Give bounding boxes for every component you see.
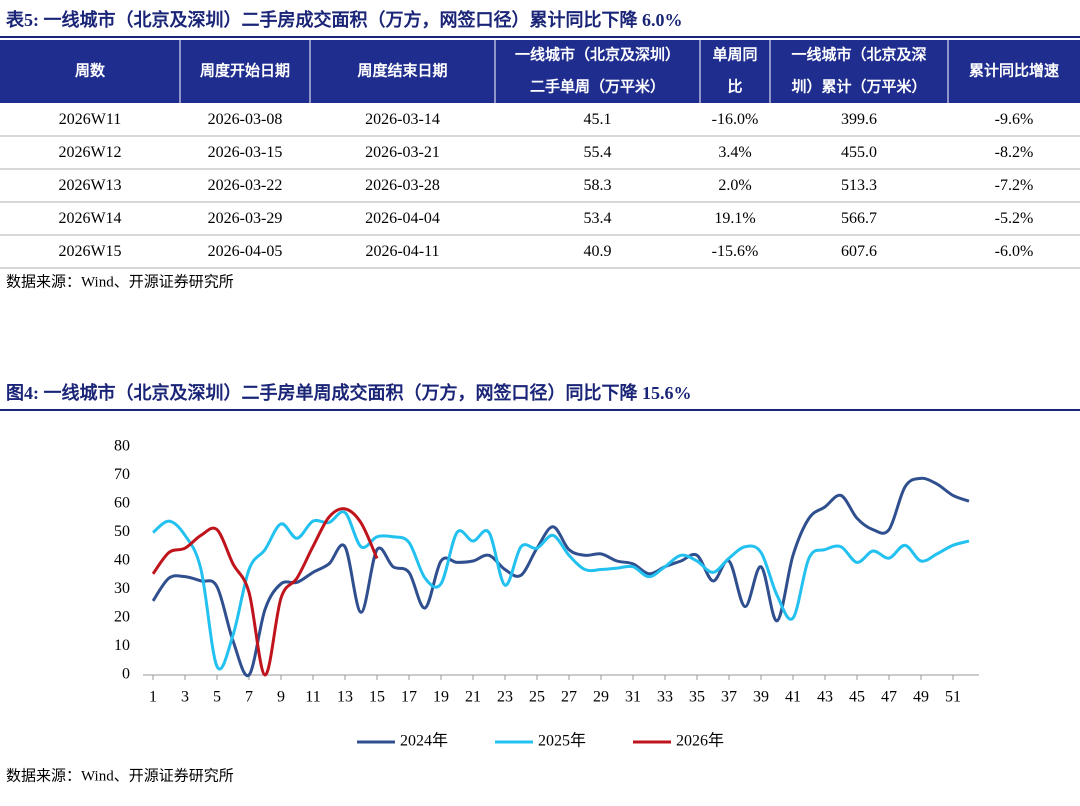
x-tick-label: 43 bbox=[817, 689, 833, 706]
legend-label: 2025年 bbox=[538, 732, 586, 750]
x-tick-label: 5 bbox=[213, 689, 221, 706]
table-cell: -5.2% bbox=[995, 210, 1034, 227]
y-tick-label: 60 bbox=[114, 495, 130, 512]
table-cell: -9.6% bbox=[995, 111, 1034, 128]
table-cell: 2026-04-05 bbox=[208, 243, 283, 260]
x-tick-label: 31 bbox=[625, 689, 641, 706]
table-cell: 2026-03-21 bbox=[365, 144, 440, 161]
x-tick-label: 41 bbox=[785, 689, 801, 706]
chart-title: 图4: 一线城市（北京及深圳）二手房单周成交面积（万方，网签口径）同比下降 15… bbox=[6, 382, 692, 403]
table-cell: -8.2% bbox=[995, 144, 1034, 161]
x-tick-label: 17 bbox=[401, 689, 417, 706]
x-tick-label: 19 bbox=[433, 689, 449, 706]
y-tick-label: 70 bbox=[114, 466, 130, 483]
header-cell: 周度结束日期 bbox=[357, 62, 447, 80]
x-tick-label: 37 bbox=[721, 689, 737, 706]
table-cell: 2026W14 bbox=[58, 210, 121, 227]
table-cell: 45.1 bbox=[584, 111, 612, 128]
x-tick-label: 25 bbox=[529, 689, 545, 706]
x-tick-label: 7 bbox=[245, 689, 253, 706]
x-tick-label: 49 bbox=[913, 689, 929, 706]
table-cell: 2026-03-15 bbox=[208, 144, 283, 161]
x-tick-label: 1 bbox=[149, 689, 157, 706]
y-tick-label: 40 bbox=[114, 552, 130, 569]
x-tick-label: 21 bbox=[465, 689, 481, 706]
x-tick-label: 51 bbox=[945, 689, 961, 706]
x-tick-label: 33 bbox=[657, 689, 673, 706]
table-cell: 2026-03-29 bbox=[208, 210, 283, 227]
table-cell: -6.0% bbox=[995, 243, 1034, 260]
table-source: 数据来源：Wind、开源证券研究所 bbox=[6, 273, 234, 290]
series-line bbox=[151, 507, 379, 677]
x-tick-label: 15 bbox=[369, 689, 385, 706]
x-tick-label: 13 bbox=[337, 689, 353, 706]
table-cell: -7.2% bbox=[995, 177, 1034, 194]
x-tick-label: 9 bbox=[277, 689, 285, 706]
header-cell: 周度开始日期 bbox=[200, 62, 290, 80]
x-tick-label: 29 bbox=[593, 689, 609, 706]
header-cell: 比 bbox=[727, 78, 742, 96]
series-line bbox=[152, 510, 970, 671]
x-tick-label: 3 bbox=[181, 689, 189, 706]
table-cell: 513.3 bbox=[841, 177, 877, 194]
x-tick-label: 11 bbox=[305, 689, 320, 706]
x-tick-label: 35 bbox=[689, 689, 705, 706]
header-cell: 圳）累计（万平米） bbox=[791, 78, 926, 96]
table-cell: 19.1% bbox=[714, 210, 755, 227]
header-cell: 单周同 bbox=[712, 46, 757, 64]
legend-label: 2024年 bbox=[400, 732, 448, 750]
legend-label: 2026年 bbox=[676, 732, 724, 750]
header-cell: 二手单周（万平米） bbox=[530, 78, 665, 96]
header-cell: 周数 bbox=[75, 62, 106, 80]
table-cell: 40.9 bbox=[584, 243, 612, 260]
table-cell: -16.0% bbox=[712, 111, 759, 128]
table-cell: 399.6 bbox=[841, 111, 877, 128]
table-cell: -15.6% bbox=[712, 243, 759, 260]
table-cell: 55.4 bbox=[584, 144, 612, 161]
y-tick-label: 0 bbox=[122, 666, 130, 683]
table-cell: 455.0 bbox=[841, 144, 877, 161]
x-tick-label: 27 bbox=[561, 689, 577, 706]
x-tick-label: 45 bbox=[849, 689, 865, 706]
table-title: 表5: 一线城市（北京及深圳）二手房成交面积（万方，网签口径）累计同比下降 6.… bbox=[6, 9, 683, 30]
y-tick-label: 80 bbox=[114, 438, 130, 455]
table-cell: 3.4% bbox=[718, 144, 751, 161]
series-line bbox=[151, 476, 970, 678]
table-cell: 2026W13 bbox=[58, 177, 121, 194]
header-cell: 一线城市（北京及深 bbox=[791, 46, 926, 64]
table-cell: 2026W15 bbox=[58, 243, 121, 260]
table-cell: 2026-04-11 bbox=[365, 243, 439, 260]
table-cell: 58.3 bbox=[584, 177, 612, 194]
table-cell: 2026-03-22 bbox=[208, 177, 283, 194]
header-cell: 一线城市（北京及深圳） bbox=[515, 46, 680, 64]
table-cell: 607.6 bbox=[841, 243, 877, 260]
table-cell: 2026-03-14 bbox=[365, 111, 440, 128]
y-tick-label: 50 bbox=[114, 523, 130, 540]
table-cell: 2026-04-04 bbox=[365, 210, 440, 227]
table-cell: 2026W11 bbox=[59, 111, 122, 128]
header-cell: 累计同比增速 bbox=[969, 62, 1059, 80]
y-tick-label: 20 bbox=[114, 609, 130, 626]
table-cell: 53.4 bbox=[584, 210, 612, 227]
x-tick-label: 47 bbox=[881, 689, 897, 706]
x-tick-label: 39 bbox=[753, 689, 769, 706]
y-tick-label: 30 bbox=[114, 580, 130, 597]
table-cell: 566.7 bbox=[841, 210, 877, 227]
chart-source: 数据来源：Wind、开源证券研究所 bbox=[6, 767, 234, 784]
table-cell: 2026-03-28 bbox=[365, 177, 440, 194]
table-cell: 2.0% bbox=[718, 177, 751, 194]
x-tick-label: 23 bbox=[497, 689, 513, 706]
table-cell: 2026W12 bbox=[58, 144, 121, 161]
y-tick-label: 10 bbox=[114, 637, 130, 654]
table-cell: 2026-03-08 bbox=[208, 111, 283, 128]
